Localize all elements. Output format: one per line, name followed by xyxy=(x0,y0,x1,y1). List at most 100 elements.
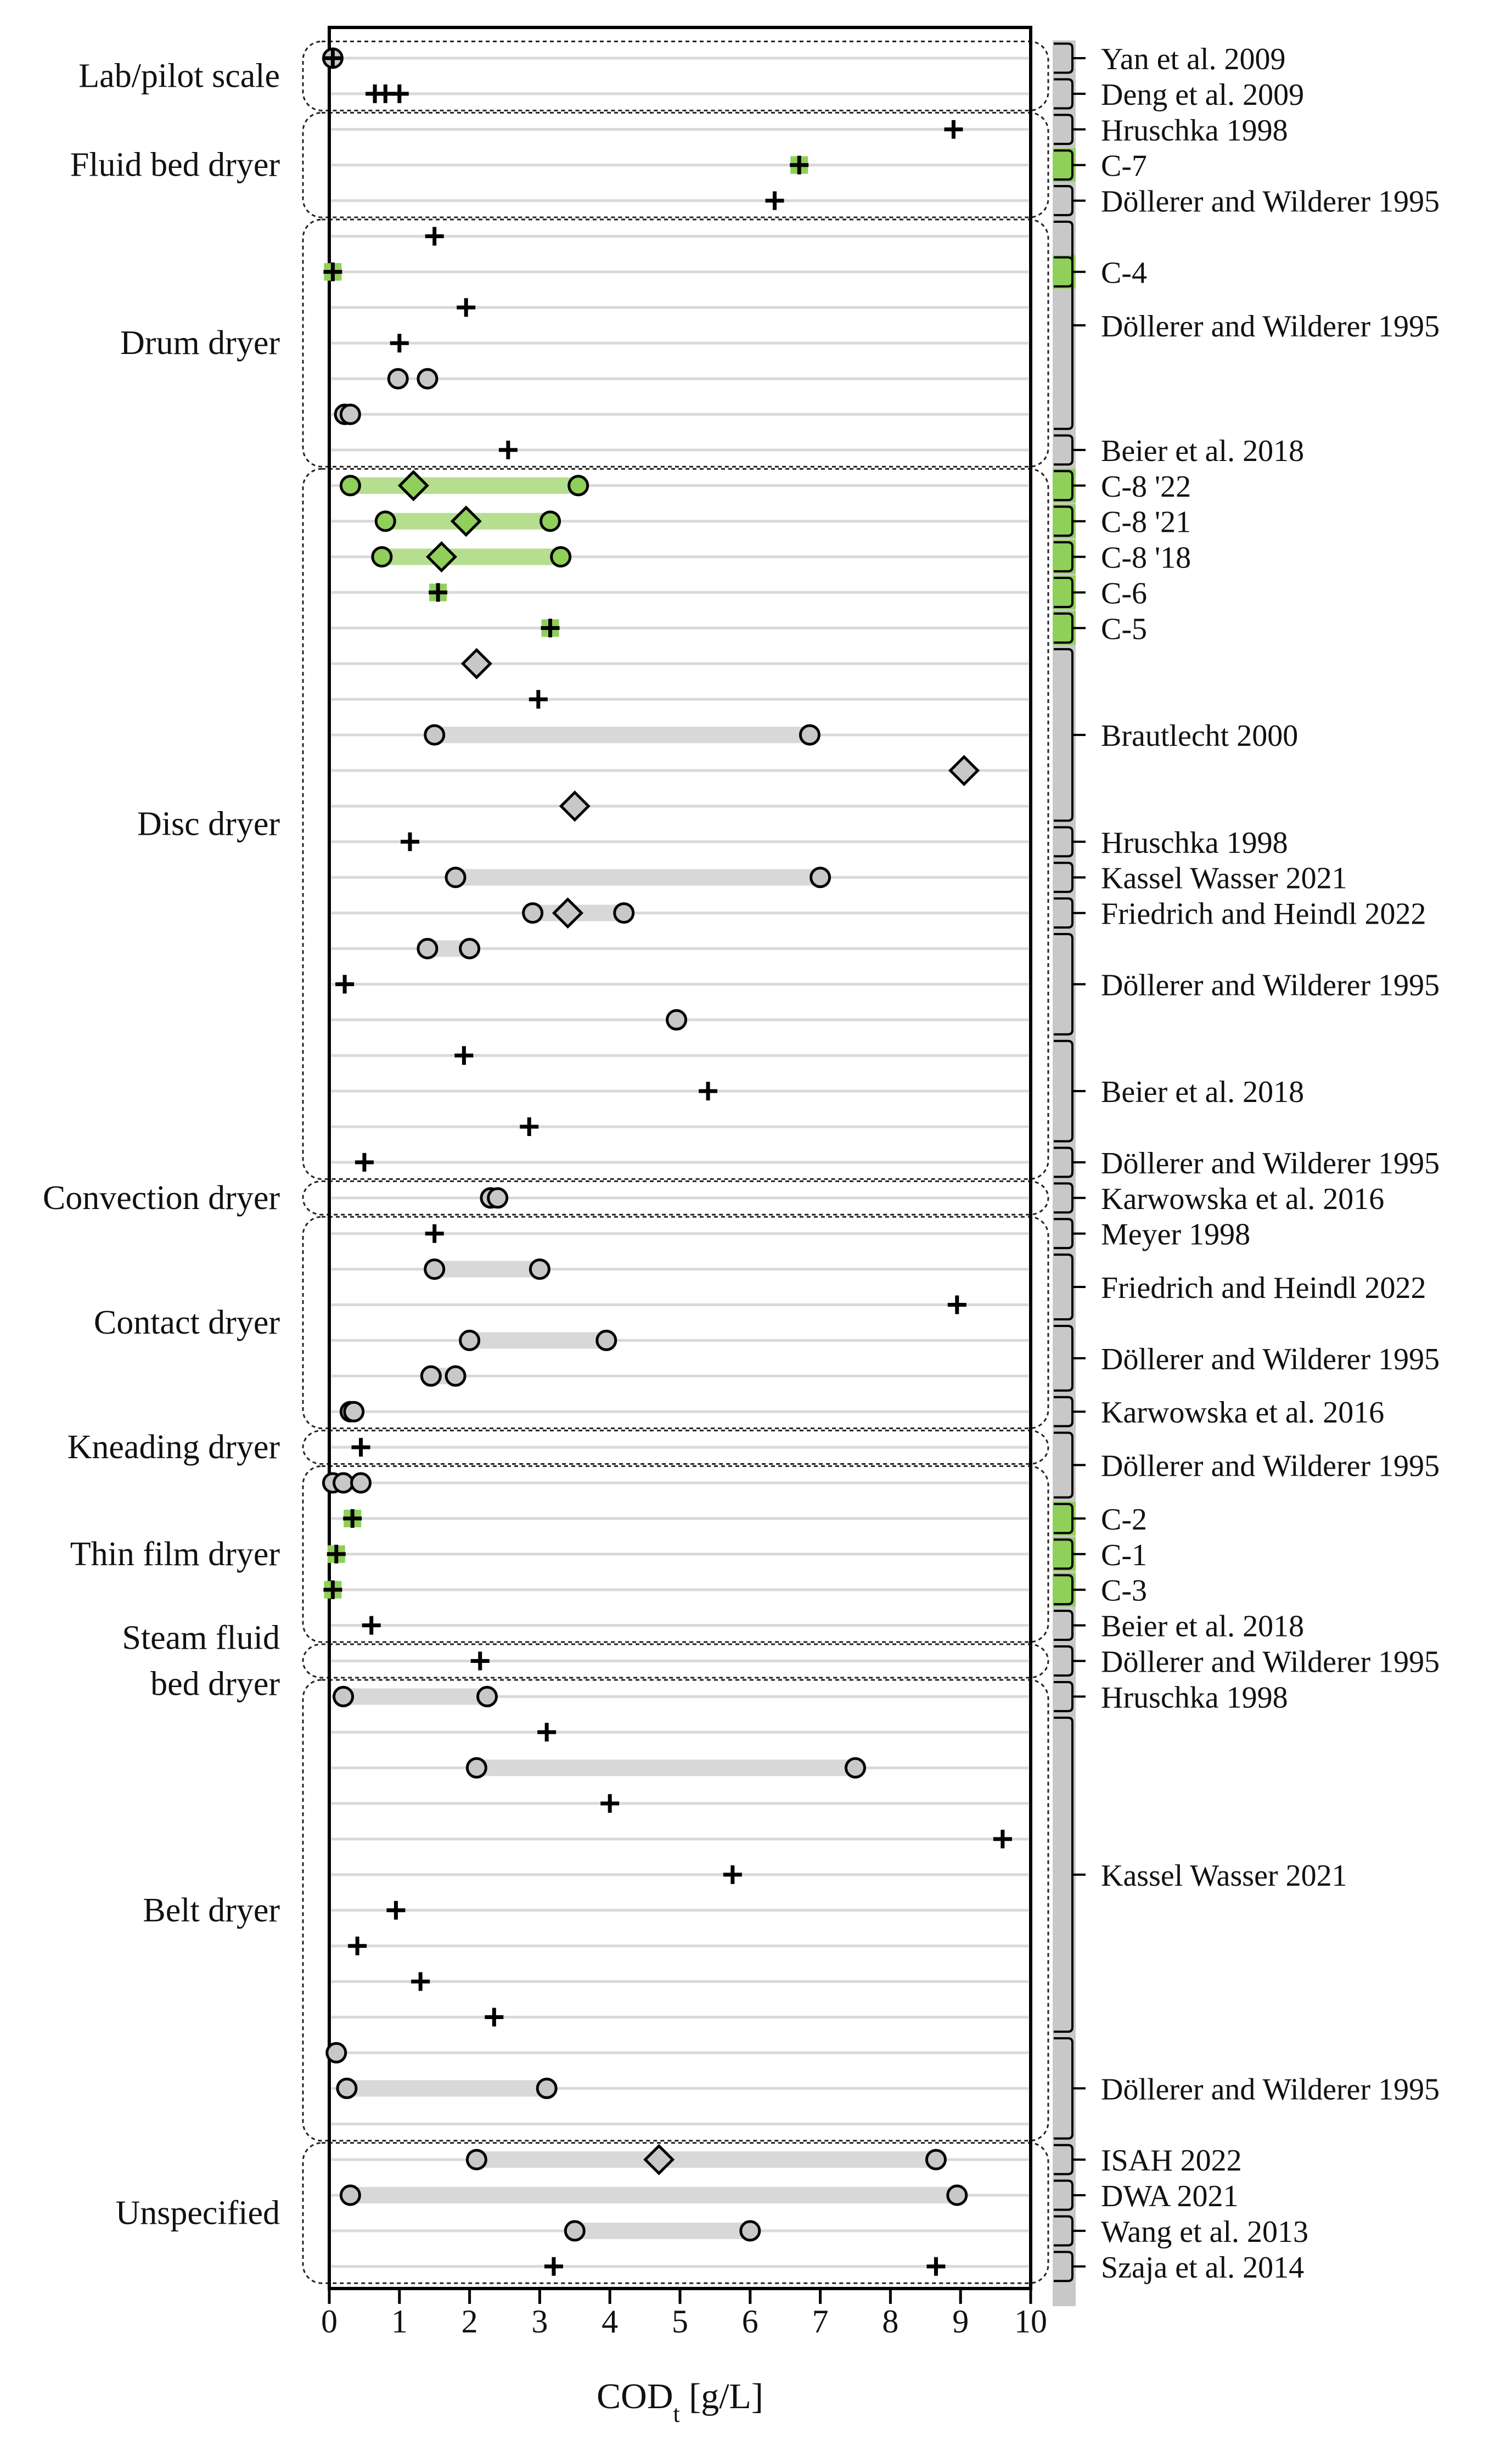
circle-marker xyxy=(459,1329,481,1351)
circle-marker xyxy=(350,1472,372,1494)
circle-marker xyxy=(325,2042,347,2064)
circle-marker xyxy=(417,368,439,390)
diamond-marker xyxy=(559,790,591,822)
source-label: Döllerer and Wilderer 1995 xyxy=(1101,1645,1440,1679)
group-label: bed dryer xyxy=(150,1666,280,1703)
group-label: Belt dryer xyxy=(143,1892,280,1929)
circle-marker xyxy=(445,1365,466,1387)
circle-marker xyxy=(845,1757,866,1779)
row-lines xyxy=(331,57,1028,2268)
circle-marker xyxy=(333,1685,355,1707)
circle-marker xyxy=(613,902,635,924)
group-label: Lab/pilot scale xyxy=(78,57,280,94)
source-label: C-5 xyxy=(1101,612,1147,646)
circle-marker xyxy=(459,938,481,959)
source-label: Karwowska et al. 2016 xyxy=(1101,1182,1384,1216)
source-label: Beier et al. 2018 xyxy=(1101,1610,1304,1644)
circle-marker xyxy=(339,403,361,425)
source-label: Karwowska et al. 2016 xyxy=(1101,1396,1384,1430)
source-label: C-7 xyxy=(1101,149,1147,183)
range-bar xyxy=(350,477,578,494)
range-bar xyxy=(469,1332,606,1349)
source-label: Friedrich and Heindl 2022 xyxy=(1101,897,1426,931)
circle-marker xyxy=(666,1009,688,1031)
diamond-marker xyxy=(460,648,492,679)
circle-marker xyxy=(595,1329,617,1351)
circle-marker xyxy=(550,546,572,568)
x-tick-label: 10 xyxy=(1014,2303,1047,2340)
group-label: Convection dryer xyxy=(43,1179,280,1217)
plot-border xyxy=(328,26,1032,2290)
source-label: Hruschka 1998 xyxy=(1101,826,1288,860)
diamond-marker xyxy=(425,541,458,573)
x-axis: 0 1 2 3 4 5 6 7 8 9 10 xyxy=(321,2289,1047,2340)
source-label: C-8 '21 xyxy=(1101,505,1191,539)
group-boxes: Lab/pilot scale Fluid bed dryer Drum dryer… xyxy=(43,41,1049,2284)
circle-marker xyxy=(810,867,831,889)
x-tick-label: 0 xyxy=(321,2303,338,2340)
circle-marker xyxy=(946,2184,968,2206)
group-box xyxy=(302,1180,1049,1216)
x-axis-label-unit: [g/L] xyxy=(680,2376,763,2416)
plot-frame xyxy=(328,26,1032,2290)
diamond-marker xyxy=(552,897,584,929)
x-tick-label: 8 xyxy=(882,2303,898,2340)
range-bar xyxy=(350,2187,957,2203)
range-bar xyxy=(434,1261,540,1278)
source-label: ISAH 2022 xyxy=(1101,2144,1242,2178)
source-label: Brautlecht 2000 xyxy=(1101,719,1298,753)
source-label: Döllerer and Wilderer 1995 xyxy=(1101,2072,1440,2106)
group-label: Disc dryer xyxy=(137,805,280,842)
x-tick-label: 7 xyxy=(812,2303,829,2340)
source-label: Deng et al. 2009 xyxy=(1101,78,1304,112)
x-tick-label: 1 xyxy=(391,2303,408,2340)
source-label: Döllerer and Wilderer 1995 xyxy=(1101,1449,1440,1483)
x-tick-label: 4 xyxy=(602,2303,618,2340)
circle-marker xyxy=(476,1685,498,1707)
range-bar xyxy=(343,1688,487,1705)
x-tick-label: 5 xyxy=(672,2303,688,2340)
source-label: Döllerer and Wilderer 1995 xyxy=(1101,185,1440,219)
circle-marker xyxy=(539,510,561,532)
circle-marker xyxy=(567,475,589,497)
circle-marker xyxy=(529,1258,550,1280)
source-label: Döllerer and Wilderer 1995 xyxy=(1101,1146,1440,1180)
group-box xyxy=(302,1430,1049,1465)
x-axis-label: CODt [g/L] xyxy=(597,2376,763,2427)
x-axis-label-subscript: t xyxy=(673,2400,680,2427)
source-label: Kassel Wasser 2021 xyxy=(1101,862,1347,896)
source-label: Hruschka 1998 xyxy=(1101,1680,1288,1714)
source-label: C-1 xyxy=(1101,1538,1147,1572)
group-label: Unspecified xyxy=(115,2194,280,2231)
source-label: Döllerer and Wilderer 1995 xyxy=(1101,310,1440,344)
circle-marker xyxy=(445,867,466,889)
source-label: Hruschka 1998 xyxy=(1101,114,1288,148)
source-label: C-2 xyxy=(1101,1503,1147,1537)
source-label: Beier et al. 2018 xyxy=(1101,434,1304,468)
source-label: Friedrich and Heindl 2022 xyxy=(1101,1271,1426,1305)
source-label: Beier et al. 2018 xyxy=(1101,1075,1304,1109)
range-bar xyxy=(456,869,820,886)
source-label: C-6 xyxy=(1101,577,1147,611)
source-label: DWA 2021 xyxy=(1101,2179,1238,2213)
source-label: Kassel Wasser 2021 xyxy=(1101,1859,1347,1893)
range-bar xyxy=(346,2080,547,2097)
group-box xyxy=(302,2142,1049,2284)
source-label: Yan et al. 2009 xyxy=(1101,42,1286,76)
circle-marker xyxy=(417,938,439,959)
group-box xyxy=(302,1216,1049,1430)
group-label: Contact dryer xyxy=(94,1304,280,1341)
group-box xyxy=(302,1643,1049,1679)
group-label: Drum dryer xyxy=(120,324,280,362)
circle-marker xyxy=(339,475,361,497)
range-bar xyxy=(476,1759,856,1776)
range-bar xyxy=(575,2222,750,2239)
circle-marker xyxy=(424,1258,446,1280)
circle-marker xyxy=(799,724,820,746)
x-tick-label: 6 xyxy=(742,2303,758,2340)
circle-marker xyxy=(371,546,393,568)
diamond-marker xyxy=(397,470,429,502)
